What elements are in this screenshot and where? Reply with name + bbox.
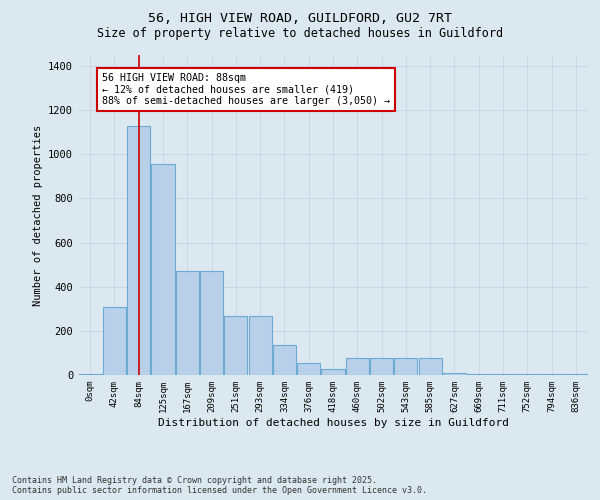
Bar <box>443 373 466 375</box>
Bar <box>394 358 418 375</box>
Bar <box>346 358 369 375</box>
Text: Contains HM Land Registry data © Crown copyright and database right 2025.
Contai: Contains HM Land Registry data © Crown c… <box>12 476 427 495</box>
Text: 56, HIGH VIEW ROAD, GUILDFORD, GU2 7RT: 56, HIGH VIEW ROAD, GUILDFORD, GU2 7RT <box>148 12 452 26</box>
Bar <box>151 164 175 375</box>
Text: 56 HIGH VIEW ROAD: 88sqm
← 12% of detached houses are smaller (419)
88% of semi-: 56 HIGH VIEW ROAD: 88sqm ← 12% of detach… <box>102 72 390 106</box>
Bar <box>248 316 272 375</box>
Bar <box>273 345 296 375</box>
Bar <box>516 374 539 375</box>
Bar <box>370 358 393 375</box>
Bar <box>419 358 442 375</box>
Bar <box>297 363 320 375</box>
Bar <box>127 126 150 375</box>
Bar <box>103 306 126 375</box>
Y-axis label: Number of detached properties: Number of detached properties <box>32 124 43 306</box>
X-axis label: Distribution of detached houses by size in Guildford: Distribution of detached houses by size … <box>157 418 509 428</box>
Text: Size of property relative to detached houses in Guildford: Size of property relative to detached ho… <box>97 28 503 40</box>
Bar <box>565 374 587 375</box>
Bar <box>540 374 563 375</box>
Bar <box>176 272 199 375</box>
Bar <box>79 374 101 375</box>
Bar <box>491 374 515 375</box>
Bar <box>322 369 344 375</box>
Bar <box>224 316 247 375</box>
Bar <box>467 374 490 375</box>
Bar <box>200 272 223 375</box>
